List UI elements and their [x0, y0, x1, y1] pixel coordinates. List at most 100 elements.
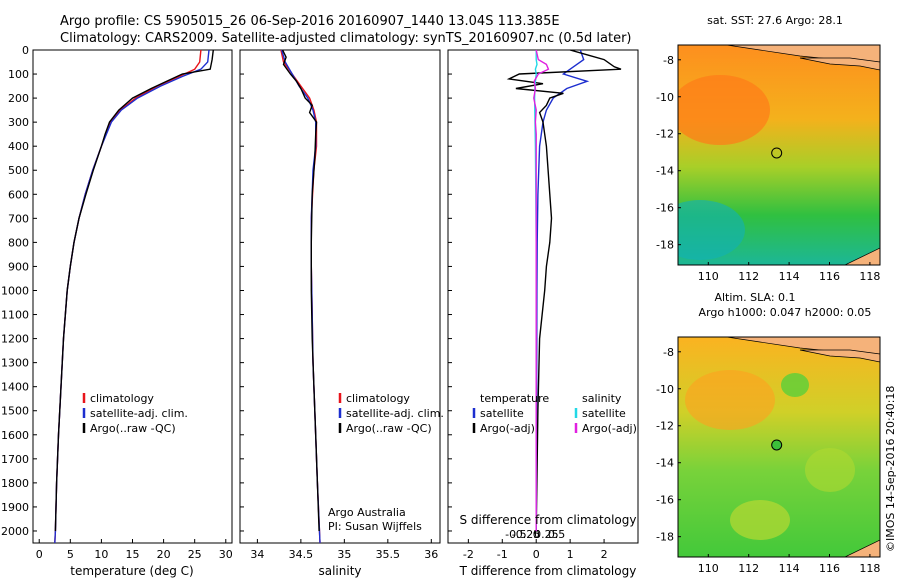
y-tick-label: 1100: [1, 309, 29, 322]
sst-land-australia: [844, 247, 880, 265]
map-y-tick-label: -16: [656, 202, 674, 215]
map-y-tick-label: -12: [656, 128, 674, 141]
series-line-2: [281, 49, 320, 532]
diff-series-line-1: [506, 49, 622, 532]
legend-label: climatology: [346, 392, 410, 405]
legend-label: satellite-adj. clim.: [346, 407, 444, 420]
y-tick-label: 1600: [1, 429, 29, 442]
temperature-plot-frame: [32, 49, 233, 544]
salinity-lines: [280, 49, 321, 544]
salinity-panel: 34 34.5 35 35.5 36 salinity climatology satel…: [239, 49, 444, 578]
legend-label: satellite: [582, 407, 626, 420]
y-tick-label: 800: [8, 236, 29, 249]
temperature-panel: 0 5 10 15 20 25 300100200300400500600700800900…: [1, 44, 233, 578]
y-tick-label: 2000: [1, 525, 29, 538]
legend-label: satellite: [480, 407, 524, 420]
temperature-lines: [54, 49, 214, 544]
sla-map-ticks: 110 112 114 116 118 -8 -10 -12 -14 -16 -18: [656, 346, 880, 575]
sla-land-islands: [799, 349, 880, 363]
sla-low-patch-3: [805, 448, 855, 492]
map-y-tick-label: -14: [656, 457, 674, 470]
credit-pi: PI: Susan Wijffels: [328, 520, 422, 533]
sst-argo-marker: [771, 147, 783, 159]
diff-series-line-3: [533, 49, 550, 531]
legend-label: Argo(-adj): [480, 422, 535, 435]
legend-header-temperature: temperature: [480, 392, 549, 405]
sst-cool-patch: [678, 200, 745, 260]
sst-map-frame: [677, 44, 881, 266]
y-tick-label: 300: [8, 116, 29, 129]
s-tick-label: 0.5: [548, 528, 566, 541]
y-tick-label: 600: [8, 188, 29, 201]
x-tick-label: 35.5: [376, 548, 401, 561]
figure-title-line2: Climatology: CARS2009. Satellite-adjuste…: [60, 31, 632, 46]
y-tick-label: 900: [8, 260, 29, 273]
s-tick-label: -0.5: [505, 528, 526, 541]
map-x-tick-label: 116: [819, 270, 840, 283]
y-tick-label: 700: [8, 212, 29, 225]
map-x-tick-label: 114: [779, 562, 800, 575]
x-tick-label: 5: [67, 548, 74, 561]
y-tick-label: 400: [8, 140, 29, 153]
map-x-tick-label: 116: [819, 562, 840, 575]
legend-header-salinity: salinity: [582, 392, 622, 405]
diff-series-line-0: [535, 49, 590, 532]
map-x-tick-label: 110: [698, 270, 719, 283]
sla-map-frame: [677, 336, 881, 558]
map-y-tick-label: -10: [656, 91, 674, 104]
salinity-plot-frame: [239, 49, 441, 544]
series-line-1: [54, 49, 210, 544]
y-tick-label: 1500: [1, 405, 29, 418]
legend-label: Argo(..raw -QC): [346, 422, 432, 435]
map-y-tick-label: -8: [663, 346, 674, 359]
map-y-tick-label: -10: [656, 383, 674, 396]
legend-label: Argo(..raw -QC): [90, 422, 176, 435]
sla-low-patch-1: [781, 373, 809, 397]
series-line-2: [54, 49, 214, 532]
sst-map-ticks: 110 112 114 116 118 -8 -10 -12 -14 -16 -18: [656, 54, 880, 283]
y-tick-label: 1800: [1, 477, 29, 490]
x-tick-label: 34: [250, 548, 264, 561]
sst-warm-patch: [678, 75, 770, 145]
x-tick-label: -1: [497, 548, 508, 561]
sst-land-islands: [799, 57, 880, 71]
legend-label: climatology: [90, 392, 154, 405]
s-tick-label: 0: [533, 528, 540, 541]
x-tick-label: 2: [601, 548, 608, 561]
x-tick-label: 35: [337, 548, 351, 561]
map-x-tick-label: 112: [738, 270, 759, 283]
difference-legend: temperature salinity satellite Argo(-adj) sa…: [472, 392, 637, 435]
y-tick-label: 0: [22, 44, 29, 57]
map-y-tick-label: -18: [656, 239, 674, 252]
y-tick-label: 1700: [1, 453, 29, 466]
x-tick-label: 36: [424, 548, 438, 561]
x-tick-label: 30: [219, 548, 233, 561]
credit-argo-australia: Argo Australia: [328, 506, 406, 519]
x-tick-label: 0: [533, 548, 540, 561]
x-tick-label: 15: [126, 548, 140, 561]
sla-map-subtitle: Argo h1000: 0.047 h2000: 0.05: [699, 306, 872, 319]
figure-title-line1: Argo profile: CS 5905015_26 06-Sep-2016 …: [60, 14, 560, 29]
y-tick-label: 1400: [1, 381, 29, 394]
s-tick-label: -0.25: [512, 528, 540, 541]
sla-land-australia: [844, 539, 880, 557]
sla-map-panel: Altim. SLA: 0.1 Argo h1000: 0.047 h2000:…: [656, 291, 881, 575]
x-tick-label: 25: [188, 548, 202, 561]
x-tick-label: -2: [463, 548, 474, 561]
sst-map-panel: sat. SST: 27.6 Argo: 28.1 110 112 114 116 11…: [656, 14, 881, 283]
y-tick-label: 1000: [1, 284, 29, 297]
difference-lines: [506, 49, 622, 532]
difference-plot-frame: [447, 49, 639, 544]
map-x-tick-label: 112: [738, 562, 759, 575]
y-tick-label: 1900: [1, 501, 29, 514]
map-y-tick-label: -18: [656, 531, 674, 544]
temperature-ticks: 0 5 10 15 20 25 300100200300400500600700800900…: [1, 44, 233, 561]
temperature-xlabel: temperature (deg C): [70, 564, 193, 578]
map-x-tick-label: 114: [779, 270, 800, 283]
map-x-tick-label: 118: [859, 270, 880, 283]
x-tick-label: 20: [157, 548, 171, 561]
series-line-0: [54, 49, 202, 544]
map-y-tick-label: -14: [656, 165, 674, 178]
sla-low-patch-2: [730, 500, 790, 540]
